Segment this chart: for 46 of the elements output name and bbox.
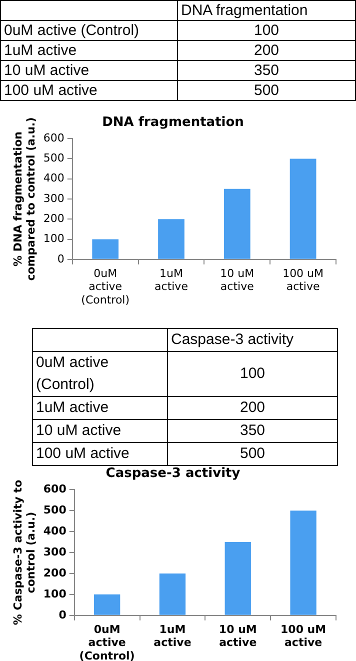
y-tick-label: 600 <box>43 131 64 144</box>
y-tick-label: 400 <box>43 524 67 538</box>
x-tick-label: 100 uM active <box>282 266 324 294</box>
bar <box>94 594 120 615</box>
y-tick-label: 100 <box>43 232 64 246</box>
y-tick-label: 0 <box>58 608 67 622</box>
y-tick-label: 300 <box>43 192 64 205</box>
y-tick-label: 500 <box>43 152 64 165</box>
y-tick-label: 100 <box>43 587 67 600</box>
bar <box>158 219 184 259</box>
y-tick-label: 0 <box>57 252 64 266</box>
bar <box>159 573 186 615</box>
y-tick-label: 200 <box>43 566 67 580</box>
y-tick-label: 10 uM active <box>0 60 178 80</box>
bar <box>290 510 316 615</box>
x-tick-label: 10 uM active <box>220 266 254 294</box>
data-label: 350 <box>168 420 338 442</box>
y-tick-label: 600 <box>43 482 67 496</box>
data-label: 350 <box>178 60 356 80</box>
y-tick-label: 10 uM active <box>32 420 168 442</box>
y-tick-label: 400 <box>43 172 64 185</box>
chart-title: DNA fragmentation <box>102 115 244 130</box>
data-label: 100 <box>168 352 338 396</box>
data-label: 500 <box>168 442 338 466</box>
y-tick-label: 200 <box>43 212 64 225</box>
data-label: 200 <box>168 396 338 420</box>
data-label: 200 <box>178 40 356 60</box>
y-tick-label: 0uM active (Control) <box>0 20 178 40</box>
bar <box>290 158 316 259</box>
y-tick-label: 1uM active <box>0 40 178 60</box>
data-label: 500 <box>178 80 356 100</box>
y-tick-label: 500 <box>43 503 67 516</box>
x-tick-label: 10 uM active <box>218 622 257 650</box>
bar <box>92 239 119 259</box>
y-axis-title: % Caspase-3 activity to control (a.u.) <box>11 479 38 626</box>
y-tick-label: 300 <box>43 545 67 558</box>
y-tick-label: 1uM active <box>32 396 168 420</box>
y-tick-label: 0uM active (Control) <box>32 352 168 396</box>
y-tick-label: 100 uM active <box>0 80 178 100</box>
y-tick-label: 100 uM active <box>32 442 168 466</box>
bar <box>224 188 250 259</box>
x-tick-label: 100 uM active <box>280 622 326 650</box>
chart-title: Caspase-3 activity <box>106 466 241 482</box>
y-axis-title: % DNA fragmentation compared to control (a.u.) <box>11 117 38 281</box>
data-label: 100 <box>178 20 356 40</box>
bar <box>224 542 251 615</box>
